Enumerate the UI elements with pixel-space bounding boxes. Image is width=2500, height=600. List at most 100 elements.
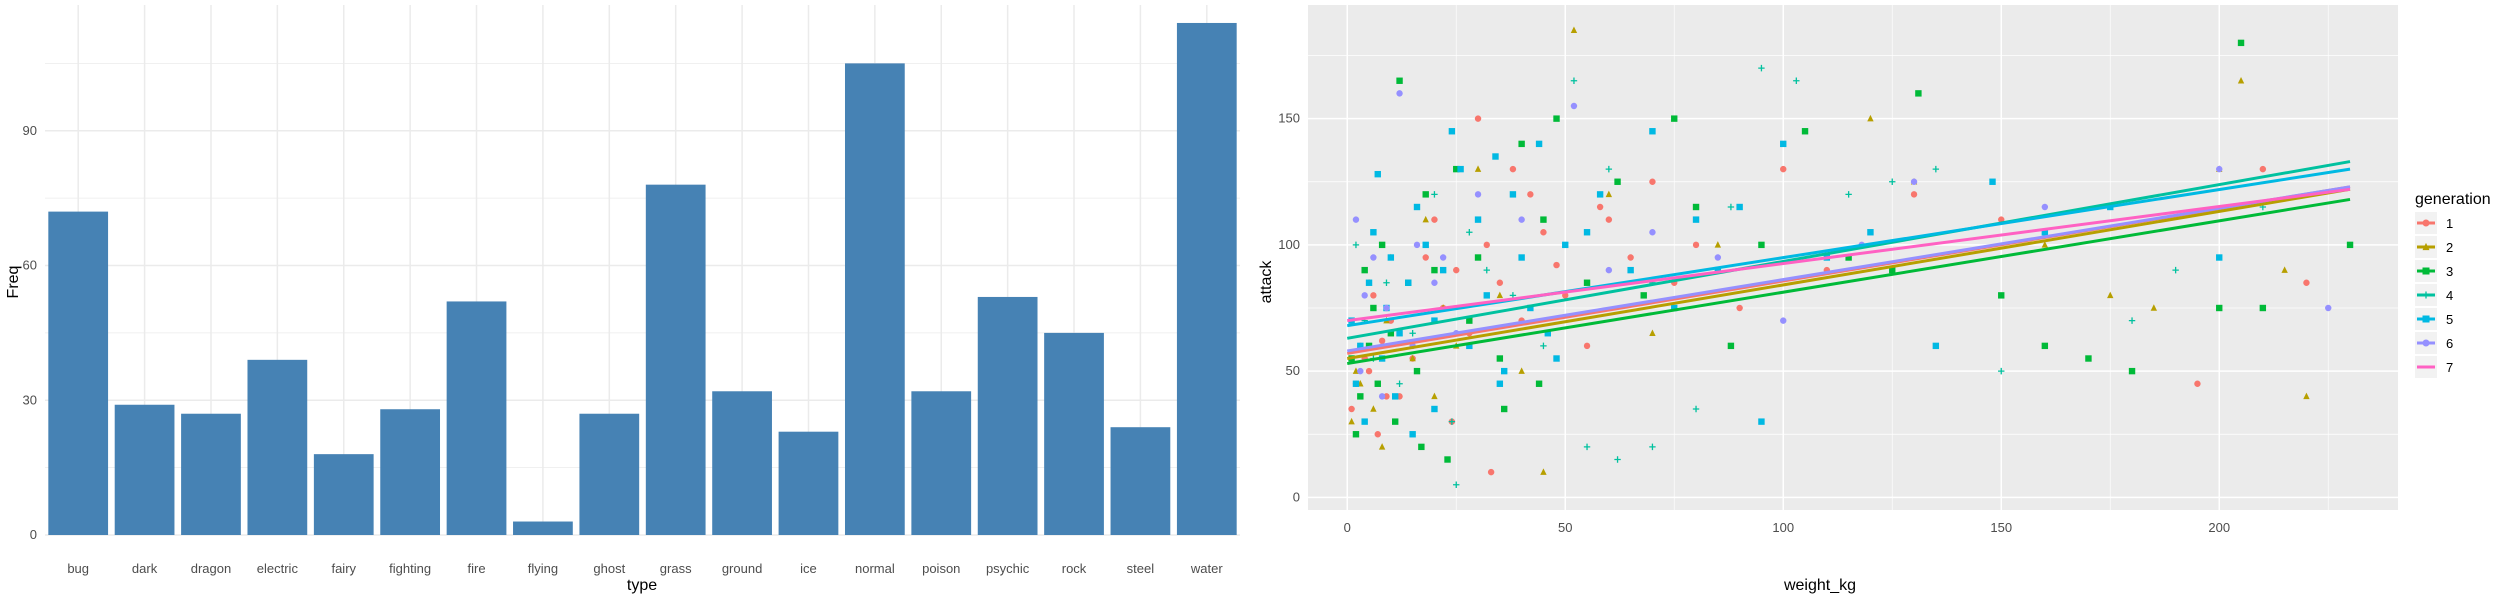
point-gen1 — [1365, 367, 1373, 375]
point-gen3 — [1422, 191, 1429, 198]
point-gen4 — [1793, 77, 1800, 84]
point-gen5 — [1527, 304, 1534, 312]
point-gen1 — [1431, 216, 1438, 223]
point-gen3 — [1392, 418, 1399, 425]
point-gen5 — [1649, 128, 1656, 135]
point-gen1 — [1583, 342, 1591, 350]
point-gen3 — [1845, 254, 1852, 261]
point-gen6 — [1378, 393, 1386, 400]
bar-psychic — [977, 296, 1038, 535]
scatter-chart: attack weight_kg generation 0 50 100 150 200… — [1258, 5, 2491, 594]
point-gen5 — [1352, 380, 1360, 387]
point-gen3 — [1418, 443, 1425, 451]
point-gen2 — [1422, 215, 1429, 223]
bar-x-tick-label: flying — [528, 561, 558, 576]
point-gen3 — [1535, 380, 1543, 387]
scatter-y-tick-label: 100 — [1278, 237, 1300, 252]
point-gen1 — [1910, 191, 1918, 198]
point-gen5 — [1509, 191, 1517, 198]
trendline-gen6 — [1346, 185, 2351, 353]
point-gen1 — [1736, 304, 1743, 312]
point-gen5 — [1365, 279, 1373, 286]
point-gen2 — [1649, 329, 1656, 337]
bar-x-tick-label: ice — [800, 561, 817, 576]
point-gen6 — [1370, 254, 1377, 261]
point-gen3 — [1727, 342, 1735, 350]
point-gen4 — [1889, 178, 1896, 185]
point-gen5 — [1932, 342, 1940, 350]
bar-x-tick-label: ground — [722, 561, 762, 576]
point-gen4 — [1352, 241, 1360, 249]
point-gen5 — [1780, 140, 1787, 148]
point-gen3 — [1496, 355, 1504, 362]
scatter-y-tick-label: 0 — [1293, 489, 1300, 504]
bar-y-tick-label: 90 — [23, 123, 37, 138]
point-gen3 — [1431, 266, 1438, 274]
point-gen6 — [1649, 229, 1656, 236]
point-gen3 — [1915, 90, 1922, 97]
trendline-gen2 — [1346, 187, 2351, 360]
point-gen2 — [2237, 76, 2245, 84]
point-gen5 — [1867, 229, 1874, 236]
point-gen3 — [1671, 115, 1678, 122]
point-gen3 — [1553, 115, 1560, 122]
point-gen6 — [1474, 191, 1482, 198]
point-gen5 — [1361, 418, 1368, 425]
bar-fire — [446, 301, 507, 535]
point-gen5 — [1714, 266, 1722, 274]
point-gen2 — [1570, 26, 1578, 34]
point-gen5 — [1692, 216, 1700, 223]
point-gen4 — [2172, 266, 2179, 274]
point-gen4 — [1396, 380, 1403, 387]
point-gen3 — [1361, 266, 1368, 274]
point-gen5 — [1518, 254, 1525, 261]
bar-ghost — [579, 413, 640, 535]
legend-label: 5 — [2446, 312, 2453, 327]
point-gen3 — [1378, 241, 1386, 249]
bar-x-title: type — [627, 577, 657, 594]
point-gen6 — [1605, 266, 1613, 274]
point-gen5 — [1392, 393, 1399, 400]
point-gen1 — [1378, 337, 1386, 345]
point-gen5 — [1409, 431, 1416, 438]
point-gen1 — [2259, 165, 2267, 173]
legend-key-symbol — [2422, 219, 2430, 227]
scatter-y-tick-label: 50 — [1286, 363, 1300, 378]
point-gen3 — [1444, 456, 1451, 463]
bar-y-tick-label: 60 — [23, 258, 37, 273]
scatter-y-tick-label: 150 — [1278, 111, 1300, 126]
point-gen5 — [1562, 241, 1569, 249]
point-gen1 — [1374, 431, 1381, 438]
bar-y-tick-label: 0 — [30, 527, 37, 542]
legend-key-symbol — [2422, 267, 2430, 275]
point-gen5 — [2041, 229, 2049, 236]
point-gen3 — [1453, 165, 1460, 173]
bar-flying — [513, 521, 573, 535]
point-gen5 — [1501, 367, 1508, 375]
point-gen3 — [1413, 367, 1421, 375]
bar-normal — [844, 63, 905, 535]
point-gen4 — [1448, 418, 1456, 425]
bar-x-tick-label: psychic — [986, 561, 1030, 576]
trendline-gen3 — [1346, 197, 2351, 366]
point-gen2 — [1496, 291, 1504, 299]
point-gen2 — [1867, 114, 1874, 122]
point-gen1 — [1605, 216, 1613, 223]
bar-water — [1176, 22, 1237, 535]
point-gen5 — [1492, 153, 1499, 160]
point-gen1 — [1692, 241, 1700, 249]
point-gen5 — [1989, 178, 1996, 185]
point-gen1 — [1370, 292, 1377, 299]
point-gen3 — [1692, 203, 1700, 211]
point-gen3 — [1758, 241, 1765, 249]
scatter-x-tick-label: 200 — [2208, 520, 2230, 535]
point-gen6 — [2216, 165, 2223, 173]
bar-fairy — [313, 454, 374, 535]
point-gen6 — [1383, 304, 1390, 312]
point-gen5 — [1370, 229, 1377, 236]
point-gen6 — [1396, 90, 1403, 97]
legend-key-symbol — [2422, 339, 2430, 347]
point-gen3 — [2128, 367, 2136, 375]
point-gen2 — [1518, 367, 1525, 374]
point-gen2 — [2041, 241, 2049, 248]
